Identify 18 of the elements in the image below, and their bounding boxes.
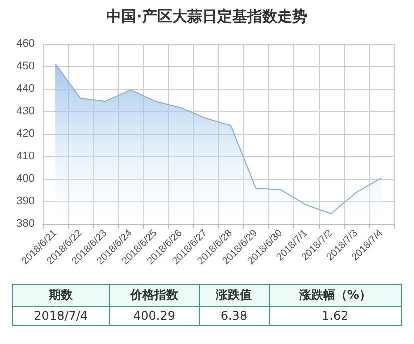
y-tick-label: 410	[16, 150, 35, 162]
text: 6.38	[199, 306, 270, 326]
y-tick-label: 400	[16, 173, 35, 185]
y-tick-label: 430	[16, 106, 35, 118]
text: 1.62	[269, 306, 402, 326]
y-tick-label: 390	[16, 196, 35, 208]
y-tick-label: 440	[16, 83, 35, 95]
text: 2018/7/4	[12, 306, 110, 326]
y-tick-label: 380	[16, 218, 35, 230]
y-tick-label: 420	[16, 128, 35, 140]
text: 400.29	[110, 306, 200, 326]
text: 期数	[12, 284, 110, 306]
chart-title: 中国·产区大蒜日定基指数走势	[106, 8, 308, 26]
text: 涨跌幅（%）	[269, 284, 402, 306]
y-tick-label: 460	[16, 38, 35, 50]
y-tick-label: 450	[16, 60, 35, 72]
text: 涨跌值	[199, 284, 270, 306]
text: 价格指数	[110, 284, 200, 306]
